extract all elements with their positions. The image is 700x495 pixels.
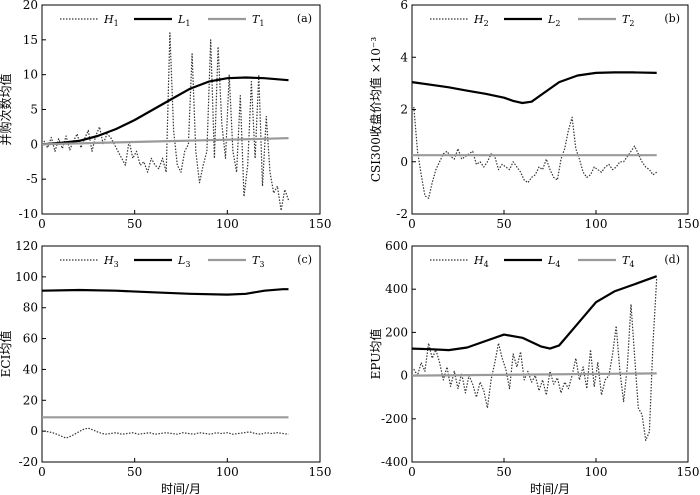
chart-panel-1: -10 -5 0 5 10 15 20 0 50 100 150 并购次数均值 H1 L1 T1 (a) (0, 0, 331, 231)
x-tick-label: 50 (496, 217, 511, 231)
panel-label: (c) (297, 253, 312, 266)
series-line-dotted (43, 32, 290, 212)
series-line-bold (411, 71, 657, 105)
plot-frame (41, 245, 321, 463)
y-axis-label: ECI均值 (0, 331, 13, 378)
x-tick-label: 150 (309, 465, 332, 479)
y-axis-label: EPU均值 (368, 329, 383, 380)
y-tick-label: 20 (23, 393, 38, 407)
y-tick-label: 400 (385, 282, 408, 296)
y-tick-label: 0 (400, 369, 408, 383)
y-tick-label: 40 (23, 362, 38, 376)
legend-entry: H4 (473, 254, 489, 269)
plot-frame (411, 245, 689, 463)
series-line-bold (41, 76, 289, 146)
y-tick-label: -2 (396, 207, 408, 221)
y-tick-label: 6 (400, 0, 408, 12)
series-line-dotted (413, 106, 658, 199)
y-tick-label: 5 (30, 103, 38, 117)
x-tick-label: 0 (408, 465, 416, 479)
x-tick-label: 0 (38, 217, 46, 231)
legend-entry: H1 (103, 13, 119, 28)
legend-entry: T3 (252, 254, 264, 269)
legend-entry: H3 (103, 254, 119, 269)
y-tick-label: 15 (23, 33, 38, 47)
y-tick-label: 60 (23, 332, 38, 346)
panel-label: (d) (664, 253, 680, 266)
x-tick-label: 50 (127, 217, 142, 231)
panel-label: (b) (664, 12, 680, 25)
series-line-dotted (43, 427, 289, 439)
y-tick-label: 100 (15, 270, 38, 284)
legend-entry: L3 (177, 254, 190, 269)
legend-entry: L1 (177, 13, 190, 28)
x-tick-label: 50 (496, 465, 511, 479)
y-tick-label: 80 (23, 301, 38, 315)
y-tick-label: 0 (30, 137, 38, 151)
x-axis-label: 时间/月 (530, 482, 570, 495)
x-tick-label: 100 (216, 217, 239, 231)
y-axis-label: CSI300收盘价均值 ×10⁻³ (368, 37, 383, 183)
y-tick-label: 20 (23, 0, 38, 12)
x-tick-label: 150 (677, 465, 700, 479)
legend-entry: T2 (622, 13, 634, 28)
series-line-dotted (413, 278, 658, 441)
series-line-bold (411, 275, 658, 352)
y-axis-label: 并购次数均值 (0, 73, 13, 145)
x-tick-label: 150 (677, 217, 700, 231)
y-tick-label: -200 (381, 412, 408, 426)
y-tick-label: 120 (15, 239, 38, 253)
x-tick-label: 50 (127, 465, 142, 479)
y-tick-label: 4 (400, 50, 408, 64)
plot-frame (411, 4, 689, 215)
series-line-gray (41, 137, 289, 146)
x-tick-label: 100 (585, 465, 608, 479)
x-tick-label: 0 (408, 217, 416, 231)
y-tick-label: 10 (23, 68, 38, 82)
y-tick-label: 0 (400, 155, 408, 169)
panel-label: (a) (297, 12, 312, 25)
legend-entry: T4 (622, 254, 634, 269)
y-tick-label: -20 (19, 455, 38, 469)
y-tick-label: -10 (19, 207, 38, 221)
y-tick-label: 2 (400, 103, 408, 117)
legend-entry: H2 (473, 13, 489, 28)
legend-entry: L2 (547, 13, 560, 28)
plot-frame (41, 4, 321, 215)
y-tick-label: -5 (26, 172, 38, 186)
x-tick-label: 0 (38, 465, 46, 479)
legend-entry: T1 (252, 13, 264, 28)
y-tick-label: 0 (30, 424, 38, 438)
y-tick-label: 200 (385, 325, 408, 339)
legend-entry: L4 (547, 254, 560, 269)
x-axis-label: 时间/月 (161, 482, 201, 495)
x-tick-label: 100 (585, 217, 608, 231)
x-tick-label: 100 (216, 465, 239, 479)
series-line-gray (411, 372, 657, 377)
y-tick-label: -400 (381, 455, 408, 469)
y-tick-label: 600 (385, 239, 408, 253)
series-line-bold (41, 288, 289, 296)
x-tick-label: 150 (309, 217, 332, 231)
